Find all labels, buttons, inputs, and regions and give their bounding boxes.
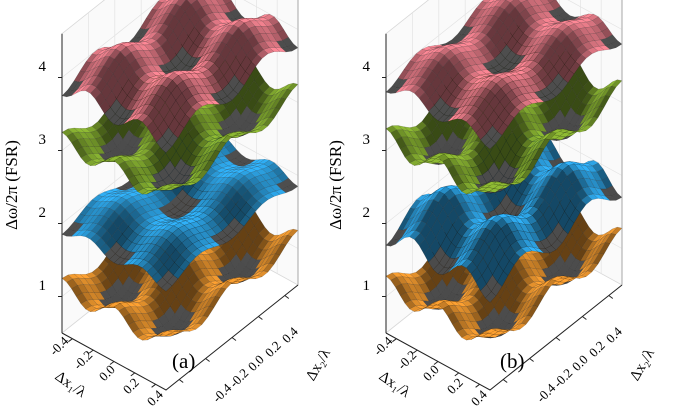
wall-grid-line xyxy=(61,0,299,78)
panel-b: Δω/2π (FSR) (b) Δx₁/λ Δx₂/λ 1 2 3 4 -0.4… xyxy=(326,0,658,407)
surface-facet xyxy=(220,235,233,244)
panel-a-xtick: 0.0 xyxy=(96,362,118,384)
y-tick-mark xyxy=(529,358,534,362)
y-tick-mark xyxy=(502,379,508,383)
y-tick-mark xyxy=(178,379,184,383)
panel-a-xtick: 0.4 xyxy=(144,386,166,407)
panel-a-surfaces xyxy=(61,0,299,341)
panel-b-ytick: 0.2 xyxy=(586,338,608,360)
panel-b-ztick: 1 xyxy=(363,278,371,294)
panel-b-ztick: 2 xyxy=(363,205,371,221)
panel-b-ylabel: Δx₂/λ xyxy=(627,346,658,384)
y-tick-mark xyxy=(231,337,237,341)
panel-a-ylabel: Δx₂/λ xyxy=(303,346,334,384)
panel-a-label: (a) xyxy=(172,349,195,373)
y-tick-mark xyxy=(582,316,587,320)
panel-b-ztick: 4 xyxy=(363,59,371,75)
surface-facet xyxy=(196,245,209,253)
panel-a-ztick: 1 xyxy=(39,278,47,294)
panel-a: Δω/2π (FSR) (a) Δx₁/λ Δx₂/λ 1 2 3 4 -0.4… xyxy=(2,0,334,407)
panel-b-xtick: 0.4 xyxy=(468,386,490,407)
y-tick-mark xyxy=(608,295,614,299)
surface-facet xyxy=(214,239,227,246)
panel-a-ztick: 3 xyxy=(39,132,47,148)
panel-a-ytick: 0.2 xyxy=(262,338,284,360)
surface-facet xyxy=(161,282,173,292)
x-tick-mark xyxy=(68,338,73,343)
panel-a-zlabel: Δω/2π (FSR) xyxy=(2,140,21,230)
y-tick-mark xyxy=(284,295,290,299)
panel-a-xtick: 0.2 xyxy=(120,375,142,397)
surface-facet xyxy=(191,248,203,258)
panel-b-ytick: 0.4 xyxy=(603,323,625,345)
x-tick-mark xyxy=(392,338,397,343)
surface-facet xyxy=(245,207,257,219)
panel-b-ztick: 3 xyxy=(363,132,371,148)
panel-a-ztick: 2 xyxy=(39,205,47,221)
panel-a-xlabel: Δx₁/λ xyxy=(52,368,89,401)
panel-a-ytick: 0.0 xyxy=(245,352,267,374)
panel-a-ztick: 4 xyxy=(39,59,47,75)
panel-a-ytick: 0.4 xyxy=(279,323,301,345)
panel-b-zlabel: Δω/2π (FSR) xyxy=(326,140,345,230)
panel-b-xtick: 0.2 xyxy=(444,375,466,397)
surface-facet xyxy=(239,214,251,227)
y-tick-mark xyxy=(258,316,263,320)
surface-facet xyxy=(160,330,173,336)
surface-facet xyxy=(202,243,215,250)
surface-facet xyxy=(233,222,245,234)
surface-facet xyxy=(251,200,263,212)
x-tick-mark xyxy=(109,361,115,365)
y-tick-mark xyxy=(205,358,210,362)
y-tick-mark xyxy=(555,337,561,341)
panel-b-xlabel: Δx₁/λ xyxy=(376,368,413,401)
panel-b-xtick: 0.0 xyxy=(420,362,442,384)
x-tick-mark xyxy=(433,361,439,365)
panel-b-ytick: 0.0 xyxy=(569,352,591,374)
panel-b-label: (b) xyxy=(500,349,525,373)
